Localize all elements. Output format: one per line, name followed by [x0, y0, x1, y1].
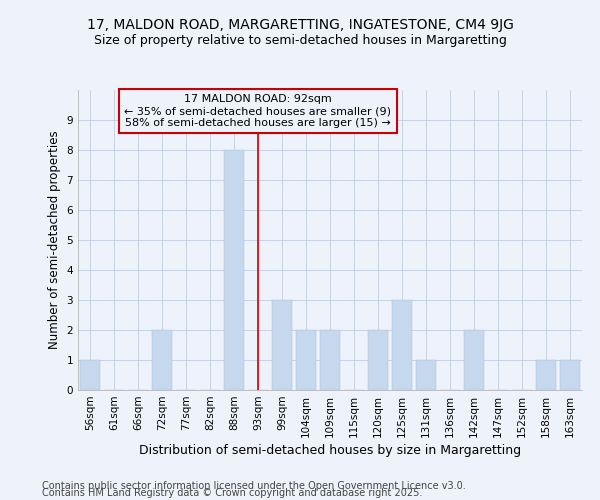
- Bar: [416, 360, 436, 390]
- X-axis label: Distribution of semi-detached houses by size in Margaretting: Distribution of semi-detached houses by …: [139, 444, 521, 457]
- Bar: [224, 150, 244, 390]
- Bar: [464, 330, 484, 390]
- Bar: [560, 360, 580, 390]
- Bar: [296, 330, 316, 390]
- Bar: [392, 300, 412, 390]
- Text: Size of property relative to semi-detached houses in Margaretting: Size of property relative to semi-detach…: [94, 34, 506, 47]
- Text: Contains public sector information licensed under the Open Government Licence v3: Contains public sector information licen…: [42, 481, 466, 491]
- Bar: [152, 330, 172, 390]
- Bar: [272, 300, 292, 390]
- Bar: [320, 330, 340, 390]
- Bar: [368, 330, 388, 390]
- Text: 17 MALDON ROAD: 92sqm
← 35% of semi-detached houses are smaller (9)
58% of semi-: 17 MALDON ROAD: 92sqm ← 35% of semi-deta…: [125, 94, 392, 128]
- Y-axis label: Number of semi-detached properties: Number of semi-detached properties: [48, 130, 61, 350]
- Bar: [80, 360, 100, 390]
- Text: Contains HM Land Registry data © Crown copyright and database right 2025.: Contains HM Land Registry data © Crown c…: [42, 488, 422, 498]
- Text: 17, MALDON ROAD, MARGARETTING, INGATESTONE, CM4 9JG: 17, MALDON ROAD, MARGARETTING, INGATESTO…: [86, 18, 514, 32]
- Bar: [536, 360, 556, 390]
